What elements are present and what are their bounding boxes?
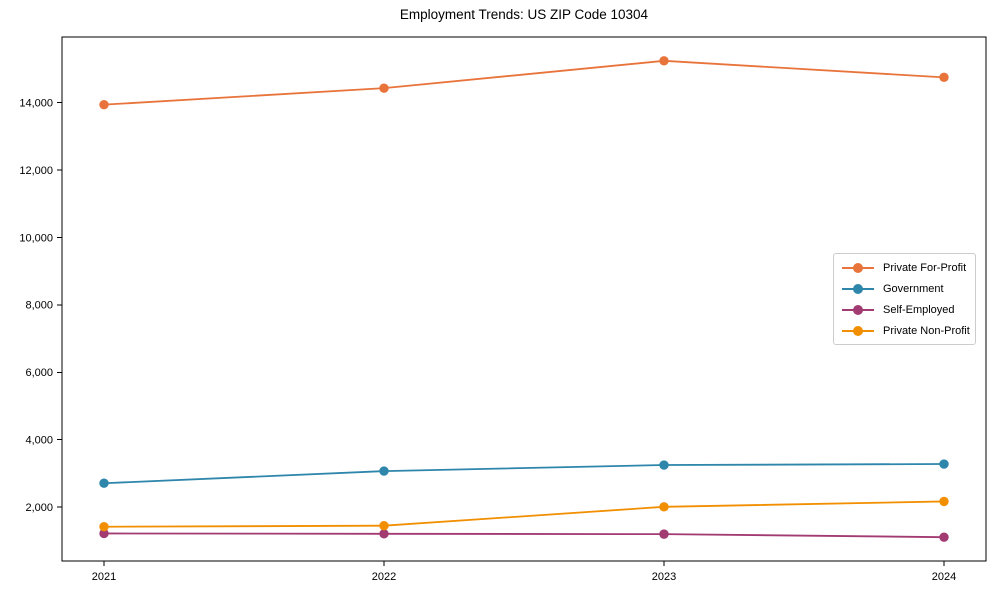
legend-line-marker-icon <box>842 283 874 294</box>
series-line <box>103 532 945 539</box>
data-point-marker <box>99 478 109 488</box>
chart-title: Employment Trends: US ZIP Code 10304 <box>399 7 649 22</box>
legend-label: Private For-Profit <box>883 261 967 274</box>
data-point-marker <box>939 532 949 542</box>
series-line <box>103 59 945 106</box>
legend-entry-private-non-profit: Private Non-Profit <box>842 320 970 341</box>
y-tick-label: 10,000 <box>19 232 53 244</box>
data-point-marker <box>659 56 669 66</box>
y-tick-label: 6,000 <box>25 367 53 379</box>
legend-label: Private Non-Profit <box>883 324 970 337</box>
data-point-marker <box>379 521 389 531</box>
legend: Private For-Profit Government Self-Emplo… <box>833 253 976 345</box>
data-point-marker <box>379 83 389 93</box>
legend-entry-self-employed: Self-Employed <box>842 299 967 320</box>
data-point-marker <box>939 496 949 507</box>
legend-label: Government <box>883 282 944 295</box>
data-point-marker <box>379 529 389 539</box>
data-point-marker <box>99 522 109 532</box>
legend-line-marker-icon <box>842 325 874 336</box>
series-private-for-profit <box>99 56 949 110</box>
series-government <box>99 459 949 488</box>
x-tick-label: 2021 <box>92 571 116 583</box>
x-tick-label: 2023 <box>652 571 676 583</box>
legend-entry-government: Government <box>842 278 967 299</box>
legend-entry-private-for-profit: Private For-Profit <box>842 257 967 278</box>
y-tick-label: 12,000 <box>19 165 53 177</box>
legend-line-marker-icon <box>842 262 874 273</box>
data-point-marker <box>99 528 109 539</box>
y-tick-label: 14,000 <box>19 97 53 109</box>
y-tick-label: 4,000 <box>25 435 53 447</box>
data-point-marker <box>659 529 669 539</box>
data-point-marker <box>939 459 949 469</box>
y-tick-label: 2,000 <box>25 502 53 514</box>
legend-line-marker-icon <box>842 304 874 315</box>
data-point-marker <box>379 466 389 476</box>
x-tick-label: 2024 <box>932 571 956 583</box>
data-point-marker <box>939 72 949 83</box>
data-point-marker <box>99 99 109 110</box>
y-tick-label: 8,000 <box>25 300 53 312</box>
plot-border <box>61 36 987 562</box>
series-self-employed <box>99 528 949 542</box>
x-tick-label: 2022 <box>372 571 396 583</box>
series-line <box>103 463 945 485</box>
data-point-marker <box>659 502 669 512</box>
legend-label: Self-Employed <box>883 303 955 316</box>
data-point-marker <box>659 460 669 470</box>
series-private-non-profit <box>99 496 949 532</box>
series-line <box>103 500 945 528</box>
